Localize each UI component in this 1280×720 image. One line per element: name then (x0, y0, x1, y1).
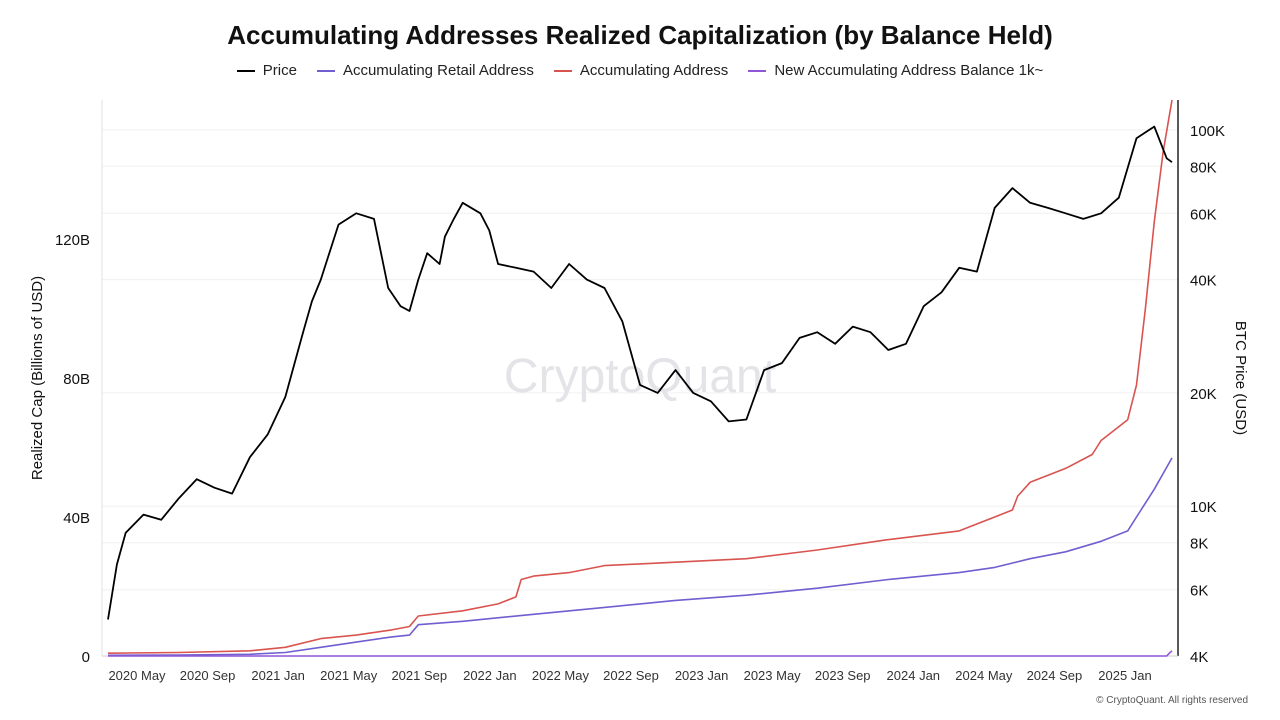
legend-swatch (236, 69, 255, 72)
y-right-tick-label: 10K (1190, 499, 1217, 516)
footer-credit: © CryptoQuant. All rights reserved (1096, 695, 1248, 706)
legend: Price Accumulating Retail Address Accumula… (0, 62, 1280, 79)
x-tick-label: 2024 May (955, 668, 1013, 683)
y-right-tick-label: 40K (1190, 273, 1217, 290)
y-left-tick-label: 80B (63, 371, 90, 388)
x-tick-label: 2024 Sep (1027, 668, 1083, 683)
y-left-tick-label: 120B (55, 232, 90, 249)
y-right-tick-label: 8K (1190, 536, 1208, 553)
y-right-tick-label: 6K (1190, 583, 1208, 600)
y-right-tick-label: 4K (1190, 649, 1208, 666)
legend-swatch (316, 69, 335, 72)
x-tick-label: 2023 Sep (815, 668, 871, 683)
x-tick-label: 2021 Sep (391, 668, 447, 683)
y-right-tick-label: 20K (1190, 386, 1217, 403)
legend-item-price: Price (236, 62, 297, 79)
y-right-axis-label: BTC Price (USD) (1232, 321, 1249, 435)
series-line-accumulating-retail-address (107, 457, 1173, 657)
x-tick-label: 2022 Sep (603, 668, 659, 683)
x-tick-label: 2024 Jan (887, 668, 941, 683)
x-tick-label: 2023 May (744, 668, 802, 683)
series-line-new-accumulating-address-balance-1k (108, 650, 1173, 657)
legend-label: Accumulating Address (579, 62, 729, 79)
x-tick-label: 2021 May (320, 668, 378, 683)
y-left-tick-label: 40B (63, 510, 90, 527)
x-tick-label: 2022 May (532, 668, 590, 683)
chart-title: Accumulating Addresses Realized Capitali… (227, 20, 1053, 50)
x-tick-label: 2021 Jan (251, 668, 305, 683)
y-left-tick-label: 0 (82, 649, 90, 666)
y-right-tick-label: 100K (1190, 123, 1225, 140)
legend-label: Price (262, 62, 297, 79)
watermark: CryptoQuant (504, 350, 776, 403)
x-tick-label: 2020 Sep (180, 668, 236, 683)
legend-swatch (553, 69, 572, 72)
legend-label: Accumulating Retail Address (342, 62, 534, 79)
y-left-axis-label: Realized Cap (Billions of USD) (29, 276, 46, 480)
legend-item-accumulating-retail-address: Accumulating Retail Address (316, 62, 534, 79)
legend-item-accumulating-address: Accumulating Address (553, 62, 729, 79)
legend-swatch (748, 69, 767, 72)
x-tick-label: 2022 Jan (463, 668, 517, 683)
series-line-price (107, 125, 1173, 620)
legend-label: New Accumulating Address Balance 1k~ (774, 62, 1044, 79)
y-right-tick-label: 80K (1190, 159, 1217, 176)
x-tick-label: 2020 May (108, 668, 166, 683)
y-right-tick-label: 60K (1190, 206, 1217, 223)
x-tick-label: 2023 Jan (675, 668, 729, 683)
legend-item-new-accumulating-address-balance-1k: New Accumulating Address Balance 1k~ (748, 62, 1043, 79)
series-line-accumulating-address (107, 99, 1173, 654)
x-tick-label: 2025 Jan (1098, 668, 1152, 683)
